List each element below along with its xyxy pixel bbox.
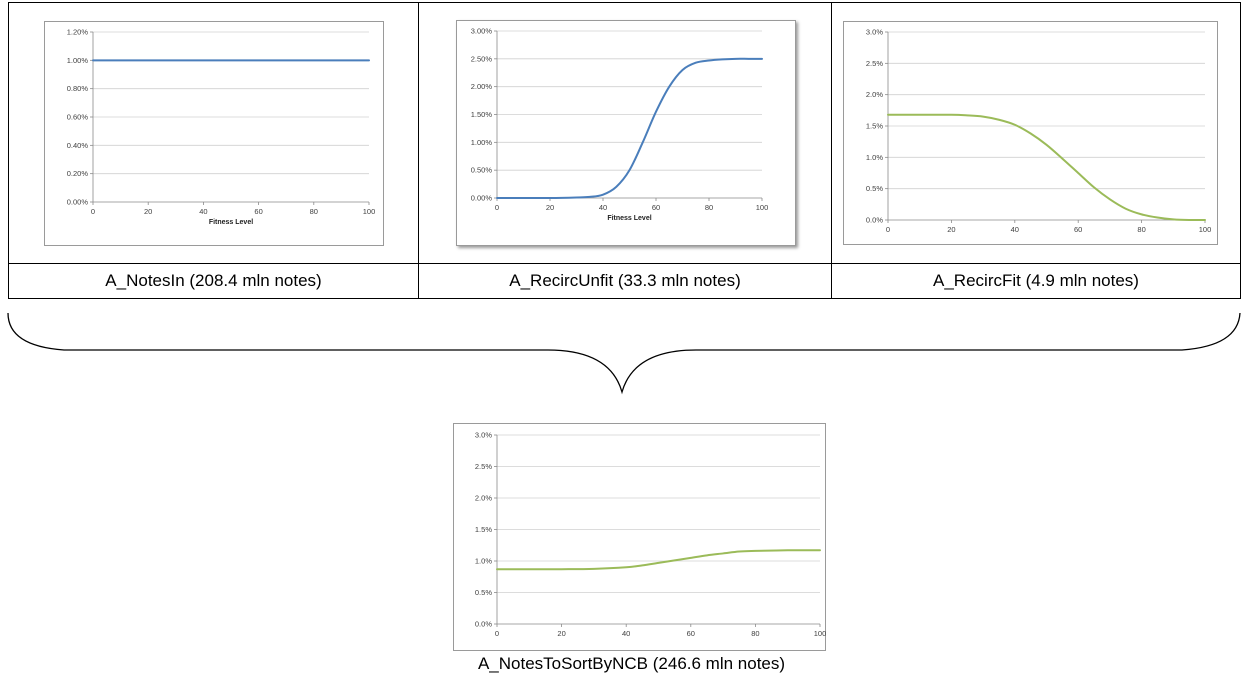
x-axis-title: Fitness Level <box>209 219 253 226</box>
x-tick-label: 20 <box>546 203 554 212</box>
y-tick-label: 3.0% <box>866 28 883 37</box>
x-tick-label: 40 <box>1011 225 1019 234</box>
y-tick-label: 2.00% <box>471 82 493 91</box>
y-tick-label: 0.20% <box>67 169 89 178</box>
x-tick-label: 60 <box>687 629 695 638</box>
x-tick-label: 80 <box>310 207 318 216</box>
x-tick-label: 0 <box>495 629 499 638</box>
chart-svg-notes-in: 0.00% 0.20% 0.40% 0.60% 0.80% 1.00% 1.20% 0 20 40… <box>67 28 376 227</box>
chart-recirc-unfit: 0.00% 0.50% 1.00% 1.50% 2.00% 2.50% 3.00% 0 20 40… <box>456 20 796 246</box>
chart-recirc-fit: 0.0% 0.5% 1.0% 1.5% 2.0% 2.5% 3.0% 0 20 40 60 80 100 <box>843 21 1218 245</box>
y-tick-label: 1.20% <box>67 28 89 37</box>
series-line <box>887 113 1206 222</box>
x-tick-label: 20 <box>947 225 955 234</box>
caption-notes-in: A_NotesIn (208.4 mln notes) <box>9 263 418 298</box>
y-tick-label: 2.50% <box>471 54 493 63</box>
x-tick-label: 100 <box>363 207 376 216</box>
x-tick-label: 100 <box>814 629 827 638</box>
y-tick-label: 1.0% <box>866 153 883 162</box>
x-tick-label: 20 <box>557 629 565 638</box>
chart-svg-notes-to-sort: 0.0% 0.5% 1.0% 1.5% 2.0% 2.5% 3.0% 0 20 40 60 80 100 <box>475 431 827 639</box>
x-tick-label: 60 <box>1074 225 1082 234</box>
caption-recirc-fit: A_RecircFit (4.9 mln notes) <box>832 263 1240 298</box>
y-tick-label: 3.00% <box>471 27 493 36</box>
caption-recirc-unfit: A_RecircUnfit (33.3 mln notes) <box>419 263 831 298</box>
chart-svg-recirc-unfit: 0.00% 0.50% 1.00% 1.50% 2.00% 2.50% 3.00% 0 20 40… <box>471 27 769 223</box>
x-tick-label: 40 <box>622 629 630 638</box>
chart-svg-recirc-fit: 0.0% 0.5% 1.0% 1.5% 2.0% 2.5% 3.0% 0 20 40 60 80 100 <box>866 28 1212 235</box>
x-tick-label: 40 <box>599 203 607 212</box>
cell-notes-in: 0.00% 0.20% 0.40% 0.60% 0.80% 1.00% 1.20% 0 20 40… <box>9 3 418 298</box>
x-axis-title: Fitness Level <box>607 215 651 222</box>
series-line <box>496 57 763 200</box>
series-line <box>496 549 821 571</box>
y-tick-label: 1.5% <box>475 525 492 534</box>
y-tick-label: 2.0% <box>475 494 492 503</box>
y-tick-label: 0.5% <box>866 184 883 193</box>
x-tick-label: 80 <box>751 629 759 638</box>
y-tick-label: 1.0% <box>475 557 492 566</box>
y-tick-label: 0.00% <box>471 194 493 203</box>
y-tick-label: 0.50% <box>471 166 493 175</box>
y-tick-label: 0.5% <box>475 588 492 597</box>
x-tick-label: 60 <box>254 207 262 216</box>
x-tick-label: 60 <box>652 203 660 212</box>
y-tick-label: 2.5% <box>475 462 492 471</box>
chart-notes-in: 0.00% 0.20% 0.40% 0.60% 0.80% 1.00% 1.20% 0 20 40… <box>44 21 384 246</box>
y-tick-label: 0.60% <box>67 113 89 122</box>
cell-recirc-fit: 0.0% 0.5% 1.0% 1.5% 2.0% 2.5% 3.0% 0 20 40 60 80 100… <box>831 3 1240 298</box>
y-tick-label: 1.50% <box>471 110 493 119</box>
x-tick-label: 80 <box>705 203 713 212</box>
x-tick-label: 100 <box>1199 225 1212 234</box>
y-tick-label: 1.00% <box>471 138 493 147</box>
y-tick-label: 0.0% <box>475 620 492 629</box>
y-tick-label: 0.00% <box>67 198 89 207</box>
y-tick-label: 1.00% <box>67 56 89 65</box>
y-tick-label: 0.40% <box>67 141 89 150</box>
caption-notes-to-sort: A_NotesToSortByNCB (246.6 mln notes) <box>477 654 786 673</box>
chart-notes-to-sort: 0.0% 0.5% 1.0% 1.5% 2.0% 2.5% 3.0% 0 20 40 60 80 100 <box>453 423 826 651</box>
cell-recirc-unfit: 0.00% 0.50% 1.00% 1.50% 2.00% 2.50% 3.00% 0 20 40… <box>418 3 831 298</box>
x-tick-label: 40 <box>199 207 207 216</box>
y-tick-label: 0.0% <box>866 216 883 225</box>
x-tick-label: 100 <box>756 203 769 212</box>
x-tick-label: 80 <box>1137 225 1145 234</box>
x-tick-label: 20 <box>144 207 152 216</box>
y-tick-label: 2.0% <box>866 90 883 99</box>
y-tick-label: 2.5% <box>866 59 883 68</box>
y-tick-label: 3.0% <box>475 431 492 440</box>
x-tick-label: 0 <box>495 203 499 212</box>
y-tick-label: 0.80% <box>67 84 89 93</box>
y-tick-label: 1.5% <box>866 122 883 131</box>
x-tick-label: 0 <box>886 225 890 234</box>
charts-table: 0.00% 0.20% 0.40% 0.60% 0.80% 1.00% 1.20% 0 20 40… <box>8 2 1241 299</box>
x-tick-label: 0 <box>91 207 95 216</box>
